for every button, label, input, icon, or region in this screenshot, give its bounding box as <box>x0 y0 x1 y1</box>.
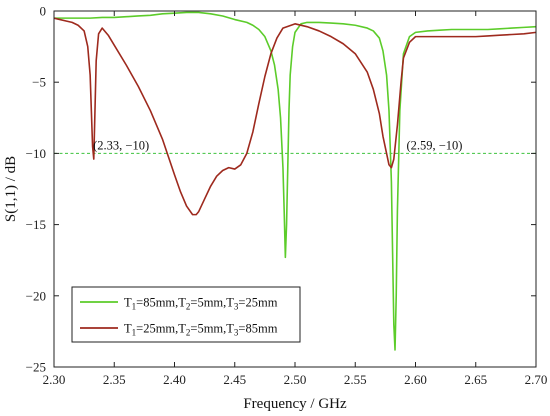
annotation-label: (2.33, −10) <box>93 138 149 152</box>
annotation-label: (2.59, −10) <box>406 138 462 152</box>
x-tick-label: 2.60 <box>404 372 427 387</box>
y-tick-label: −5 <box>32 75 46 90</box>
x-tick-label: 2.70 <box>525 372 548 387</box>
y-tick-label: 0 <box>40 4 47 19</box>
y-axis-label: S(1,1) / dB <box>3 156 19 222</box>
x-tick-label: 2.40 <box>163 372 186 387</box>
x-axis-label: Frequency / GHz <box>243 396 347 412</box>
legend <box>71 286 301 343</box>
legend-entry-2: T1=25mm,T2=5mm,T3=85mm <box>124 322 278 338</box>
x-tick-label: 2.65 <box>464 372 487 387</box>
series-line-2 <box>54 17 536 216</box>
series-line-1 <box>54 11 536 351</box>
x-tick-label: 2.50 <box>284 372 307 387</box>
x-tick-label: 2.35 <box>103 372 126 387</box>
y-tick-label: −20 <box>26 288 46 303</box>
legend-entry-1: T1=85mm,T2=5mm,T3=25mm <box>124 296 278 312</box>
x-tick-label: 2.30 <box>43 372 66 387</box>
x-tick-label: 2.45 <box>223 372 246 387</box>
y-tick-label: −25 <box>26 360 46 375</box>
x-tick-label: 2.55 <box>344 372 367 387</box>
y-tick-label: −10 <box>26 146 46 161</box>
y-tick-label: −15 <box>26 217 46 232</box>
